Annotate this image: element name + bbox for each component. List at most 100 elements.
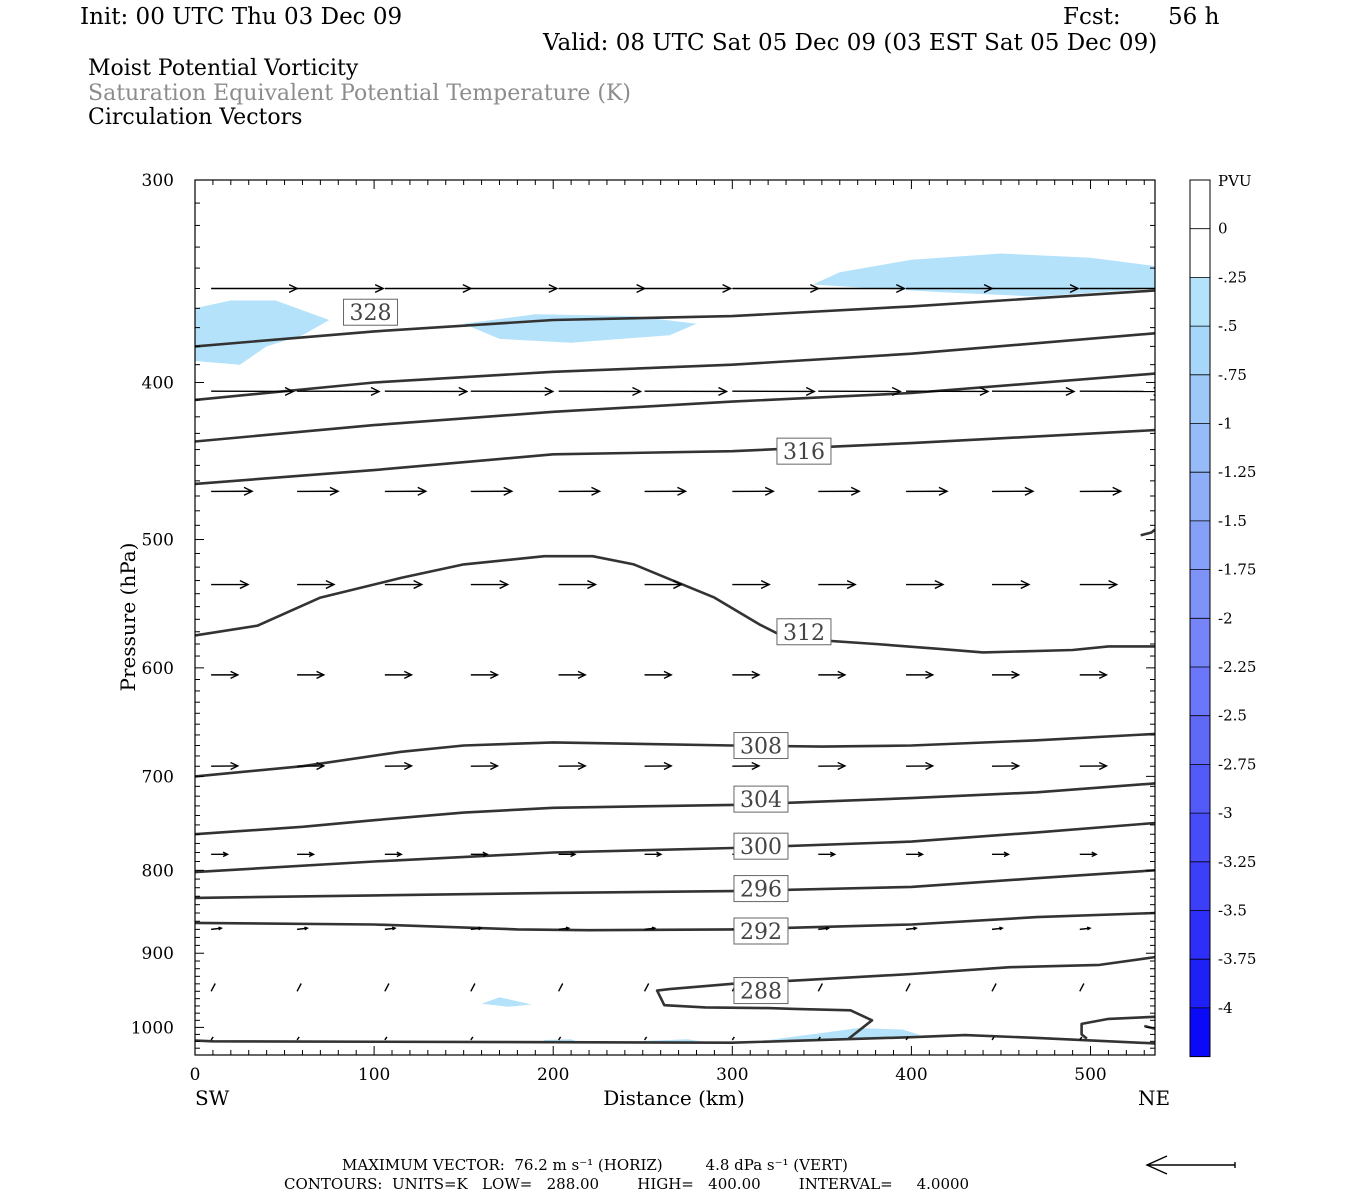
colorbar-swatch	[1190, 520, 1210, 570]
colorbar-label: -3.25	[1218, 853, 1256, 871]
circulation-vector	[557, 983, 564, 992]
x-tick-label: 300	[716, 1065, 748, 1085]
y-tick-label: 900	[142, 944, 174, 964]
colorbar-label: -.25	[1218, 268, 1247, 286]
colorbar-swatch	[1190, 1007, 1210, 1057]
forecast-hour-value: 56 h	[1168, 4, 1220, 30]
vector-arrowhead	[577, 761, 587, 771]
vector-arrowhead	[760, 579, 771, 590]
vector-arrowhead	[417, 486, 428, 496]
circulation-vector	[905, 927, 917, 931]
y-tick-label: 700	[142, 767, 174, 787]
vector-arrowhead	[1065, 386, 1076, 396]
vector-arrowhead	[825, 926, 831, 931]
vector-arrowhead	[751, 761, 761, 771]
vector-arrowhead	[1112, 486, 1123, 496]
vector-arrowhead	[913, 926, 918, 931]
colorbar-swatch	[1190, 326, 1210, 375]
circulation-vector	[731, 1036, 735, 1041]
y-tick-label: 800	[142, 861, 174, 881]
contour-label-box	[733, 785, 789, 813]
contour-label: 300	[740, 835, 782, 860]
vector-arrowhead	[222, 851, 230, 858]
vector-arrowhead	[829, 851, 837, 858]
vector-arrowhead	[999, 926, 1004, 931]
circulation-vector	[905, 983, 911, 992]
colorbar-label: -3.5	[1218, 902, 1247, 920]
circulation-vector	[991, 1036, 995, 1041]
vector-arrowhead	[284, 386, 295, 396]
vector-arrowhead	[673, 579, 684, 590]
plot-area: 328 316 312 308 304 300 296 292 288	[195, 253, 1181, 1045]
vector-arrowhead	[1108, 579, 1119, 590]
y-axis-title: Pressure (hPa)	[116, 543, 140, 692]
colorbar-label: -.75	[1218, 366, 1247, 384]
theta-es-contour	[195, 732, 1155, 778]
circulation-vector	[643, 1036, 648, 1041]
vector-arrowhead	[325, 579, 336, 590]
colorbar-label: -.5	[1218, 317, 1237, 335]
vector-arrowhead	[413, 579, 424, 590]
y-tick-label: 400	[142, 373, 174, 393]
vector-arrowhead	[925, 761, 935, 771]
circulation-vector	[1079, 927, 1091, 931]
circulation-vector	[818, 927, 829, 931]
endpoint-ne-label: NE	[1138, 1086, 1170, 1110]
colorbar-swatch	[1190, 813, 1210, 862]
contour-label: 304	[740, 788, 782, 813]
vector-arrowhead	[243, 486, 254, 496]
contour-info: CONTOURS: UNITS=K LOW= 288.00 HIGH= 400.…	[284, 1175, 970, 1193]
vector-arrowhead	[1162, 927, 1165, 930]
vector-arrowhead	[751, 670, 761, 679]
colorbar-swatch	[1190, 667, 1210, 716]
contour-label-box	[776, 437, 832, 465]
contour-label-box	[343, 298, 399, 326]
vector-arrowhead	[722, 283, 733, 294]
colorbar-swatch	[1190, 569, 1210, 619]
vector-arrowhead	[548, 283, 559, 294]
circulation-vector	[558, 1036, 562, 1041]
vector-arrowhead	[979, 386, 990, 396]
theta-es-contour	[195, 289, 1155, 348]
colorbar-label: -1.25	[1218, 463, 1256, 481]
theta-es-contour	[195, 782, 1155, 836]
vector-arrowhead	[1091, 851, 1098, 858]
theta-es-contour	[195, 1033, 1155, 1045]
circulation-vector	[558, 927, 569, 931]
colorbar-label: -1.5	[1218, 512, 1247, 530]
x-tick-label: 400	[895, 1065, 927, 1085]
field-label-thetaes: Saturation Equivalent Potential Temperat…	[88, 81, 631, 106]
x-tick-label: 0	[190, 1065, 201, 1085]
colorbar-label: -4	[1218, 999, 1233, 1017]
colorbar-label: 0	[1218, 220, 1228, 238]
y-tick-label: 500	[142, 531, 174, 551]
x-tick-label: 200	[537, 1065, 569, 1085]
colorbar-swatch	[1190, 715, 1210, 765]
vector-arrowhead	[591, 486, 602, 496]
vector-arrowhead	[577, 670, 587, 679]
circulation-vector	[1154, 989, 1155, 992]
field-label-mpv: Moist Potential Vorticity	[88, 56, 359, 81]
vector-arrowhead	[458, 386, 469, 396]
vector-arrowhead	[239, 579, 250, 590]
colorbar-title: PVU	[1218, 172, 1252, 190]
circulation-vector	[296, 983, 302, 992]
colorbar-label: -3.75	[1218, 950, 1256, 968]
vector-arrowhead	[1098, 761, 1109, 771]
vector-arrowhead	[403, 761, 414, 771]
vector-arrowhead	[587, 579, 598, 590]
vector-arrowhead	[230, 761, 240, 771]
colorbar-swatch	[1190, 959, 1210, 1008]
contour-label: 312	[783, 621, 825, 646]
contour-label-box	[733, 977, 789, 1005]
vector-arrowhead	[391, 926, 397, 931]
vector-arrowhead	[308, 851, 316, 858]
theta-es-contour	[655, 955, 1155, 1040]
colorbar-label: -2.25	[1218, 658, 1256, 676]
vector-arrowhead	[846, 579, 857, 590]
contour-label: 316	[783, 440, 825, 465]
circulation-vector	[296, 1036, 300, 1041]
vector-arrowhead	[1174, 671, 1181, 678]
vector-arrowhead	[938, 486, 949, 496]
circulation-vector	[470, 927, 482, 931]
